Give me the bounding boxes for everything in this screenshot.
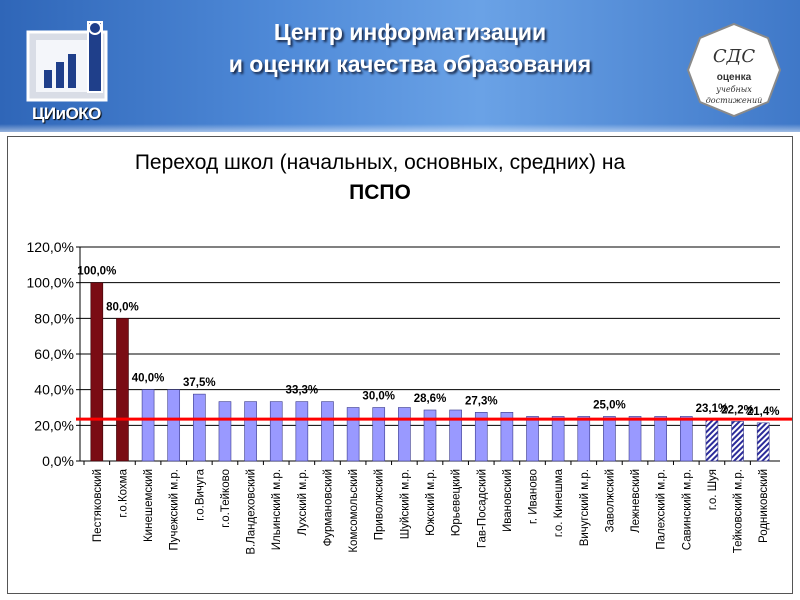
x-tick-label: Пучежский м.р. [169,469,181,550]
data-label: 30,0% [362,391,395,403]
data-label: 100,0% [77,266,116,278]
x-tick-label: Комсомольский [348,469,360,553]
header-banner: ЦИиОКО Центр информатизации и оценки кач… [0,0,800,132]
labels-layer: Пестяковский г.о.Кохма Кинешемский Пучежски… [76,266,792,555]
bar [423,409,437,462]
seal-line-1: СДС [712,46,756,67]
chart-title-line-2: ПСПО [60,178,700,208]
bar [346,407,360,462]
bar [654,416,667,462]
bar [167,389,181,462]
seal-line-4: достижений [705,96,763,105]
title-line-1: Центр информатизации [273,19,547,45]
x-tick-label: Лухский м.р. [297,469,309,536]
bar [269,401,283,462]
x-tick-label: Савинский м.р. [681,469,693,550]
bar [295,401,309,462]
data-label: 27,3% [465,395,498,407]
bar [756,422,770,462]
seal-line-3: учебных [716,85,752,94]
data-label: 80,0% [106,301,139,313]
x-tick-label: Ивановский [502,469,514,532]
data-label: 37,5% [183,377,216,389]
bar [116,318,129,462]
x-tick-label: Юрьевецкий [451,469,463,536]
x-tick-label: Пестяковский [92,469,104,542]
x-tick-label: Заволжский [604,469,616,533]
y-tick-label: 120,0% [27,239,74,255]
data-label: 22,2% [721,404,754,416]
x-tick-label: г.о.Тейково [220,469,232,528]
x-tick-label: Палехский м.р. [656,469,668,550]
y-tick-label: 20,0% [34,417,74,433]
x-tick-label: Фурмановский [322,469,334,546]
x-tick-label: Ильинский м.р. [271,469,283,550]
y-tick-label: 60,0% [34,346,74,362]
sds-seal-icon [686,22,782,118]
data-label: 25,0% [593,399,626,411]
bar [449,409,462,462]
y-tick-label: 40,0% [34,382,74,398]
bars-layer [90,282,770,462]
title-line-2: и оценки качества образования [228,51,592,77]
x-tick-label: г.о.Кохма [117,468,129,517]
chart-title: Переход школ (начальных, основных, средн… [60,148,700,208]
x-tick-label: Кинешемский [143,469,155,542]
x-tick-label: Лежневский [630,469,642,533]
bar [141,389,155,462]
chart-title-line-2-text: ПСПО [349,181,411,204]
y-tick-label: 80,0% [34,310,74,326]
bar [474,412,488,462]
chart-title-line-1: Переход школ (начальных, основных, средн… [134,151,626,174]
x-tick-label: Тейковский м.р. [733,469,745,553]
x-tick-label: Приволжский [374,469,386,540]
cioko-logo-icon [26,21,108,102]
bar [577,416,591,462]
data-label: 21,4% [747,406,780,418]
x-tick-label: Гав-Посадский [476,469,488,548]
page-title: Центр информатизации и оценки качества о… [180,16,640,80]
x-tick-label: В.Ландеховский [246,469,258,555]
bar [551,416,565,462]
bar [193,393,206,462]
chart-frame [7,136,793,594]
x-tick-label: Шуйский м.р. [399,469,411,539]
bar [679,416,693,462]
x-tick-label: Родниковский [758,469,770,543]
y-tick-label: 100,0% [27,275,74,291]
x-tick-label: г.о. Кинешма [553,468,565,537]
x-tick-label: г.о. Шуя [707,469,719,510]
bar [500,412,514,462]
bar [90,282,104,462]
seal-line-2: оценка [716,72,752,83]
bar [398,407,411,462]
bar [244,401,257,462]
x-tick-label: г.о.Вичуга [194,468,206,520]
bar [628,416,642,462]
x-tick-label: Вичугский м.р. [579,469,591,546]
bar [603,416,616,462]
y-tick-label: 0,0% [42,453,74,469]
data-label: 23,1% [696,403,729,415]
x-tick-label: г. Иваново [528,469,540,524]
data-label: 33,3% [286,385,319,397]
bar [526,416,539,462]
bar [372,407,386,462]
x-tick-label: Южский м.р. [425,469,437,536]
data-label: 40,0% [132,373,165,385]
data-label: 28,6% [414,393,447,405]
bar [321,401,334,462]
bar [731,421,744,462]
bar [218,401,232,462]
bar [705,419,719,462]
logo-text: ЦИиОКО [32,104,101,123]
